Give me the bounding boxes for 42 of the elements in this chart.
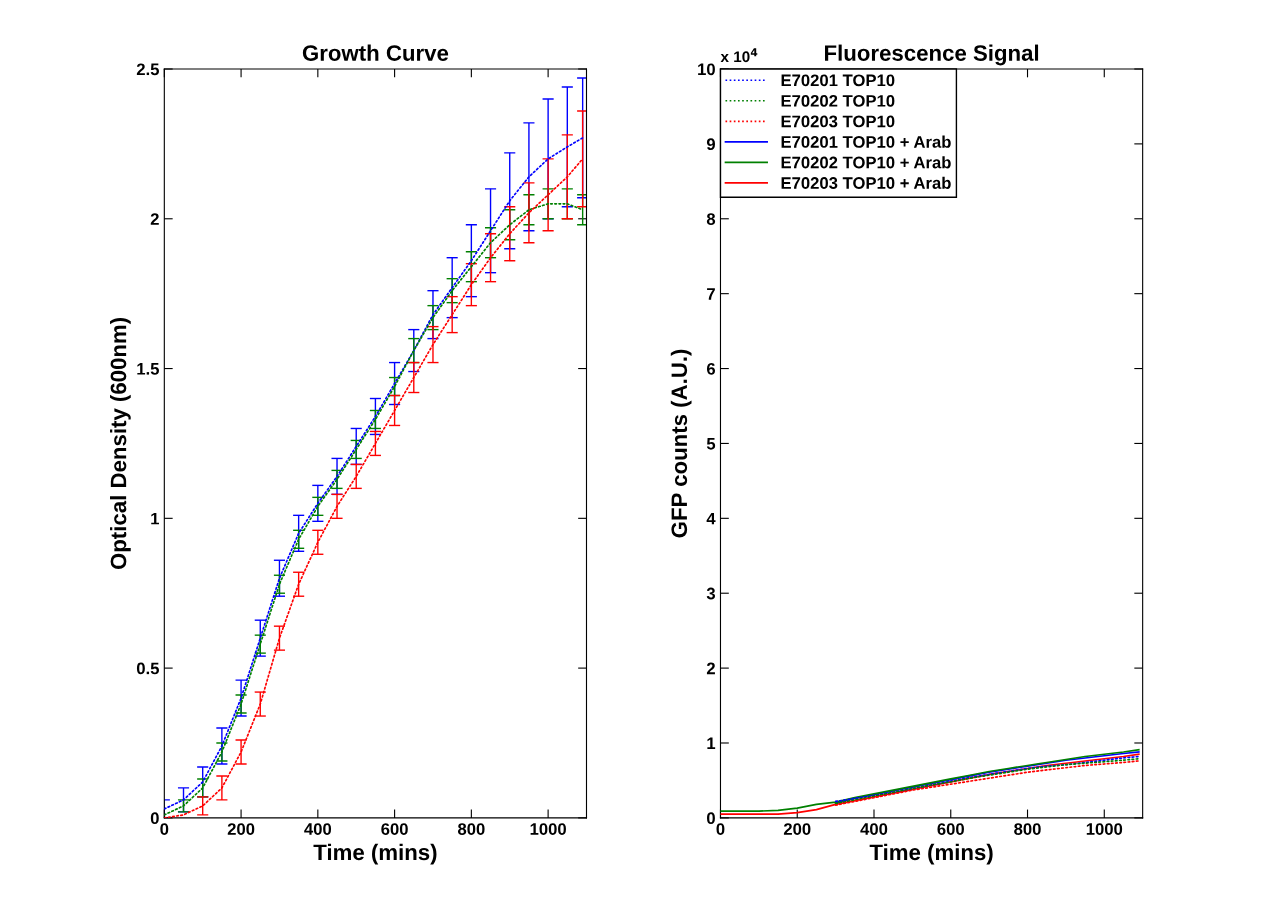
y-tick-label: 1 — [707, 737, 716, 750]
y-tick-label: 9 — [706, 138, 715, 151]
legend-label: E70202 TOP10 — [781, 94, 895, 107]
x-axis-title: Time (mins) — [869, 843, 993, 865]
x-tick-label: 400 — [304, 823, 332, 835]
x-tick-label: 1000 — [530, 823, 566, 835]
x-tick-label: 600 — [937, 823, 964, 835]
y-tick-label: 2 — [150, 213, 159, 225]
y-tick-label: 10 — [698, 63, 715, 76]
y-tick-label: 7 — [707, 288, 715, 300]
y-tick-label: 2.5 — [136, 63, 159, 76]
text: x 10$^{4}$ — [720, 48, 758, 63]
chart-title: Fluorescence Signal — [825, 44, 1039, 66]
legend-label: E70203 TOP10 — [781, 115, 895, 128]
x-axis-title: Time (mins) — [313, 843, 437, 865]
x-tick-label: 800 — [1014, 823, 1041, 835]
x-tick-label: 0 — [716, 823, 725, 835]
y-tick-label: 2 — [706, 662, 715, 675]
y-tick-label: 0 — [707, 812, 715, 825]
y-axis-title: GFP counts (A.U.) — [670, 349, 692, 538]
y-tick-label: 6 — [706, 362, 716, 375]
x-tick-label: 1000 — [1086, 823, 1123, 835]
legend-label: E70202 TOP10 + Arab — [781, 156, 951, 169]
legend-label: E70201 TOP10 + Arab — [781, 135, 951, 148]
y-tick-label: 5 — [706, 438, 716, 450]
y-tick-label: 1.5 — [137, 363, 159, 375]
x-tick-label: 600 — [381, 823, 408, 835]
y-tick-label: 4 — [706, 512, 716, 525]
legend-label: E70201 TOP10 — [781, 74, 895, 87]
y-tick-label: 1 — [151, 512, 159, 525]
x-tick-label: 0 — [160, 823, 169, 835]
x-tick-label: 200 — [227, 823, 255, 835]
y-axis-title: Optical Density (600nm) — [110, 317, 131, 570]
x-tick-label: 400 — [860, 823, 888, 835]
x-tick-label: 200 — [783, 823, 811, 835]
x-tick-label: 800 — [457, 823, 485, 835]
chart-title: Growth Curve — [302, 44, 449, 61]
legend-label: E70203 TOP10 + Arab — [781, 176, 951, 189]
y-tick-label: 0.5 — [136, 662, 159, 675]
y-tick-label: 3 — [706, 587, 716, 600]
y-tick-label: 8 — [706, 213, 716, 225]
y-tick-label: 0 — [150, 812, 159, 825]
